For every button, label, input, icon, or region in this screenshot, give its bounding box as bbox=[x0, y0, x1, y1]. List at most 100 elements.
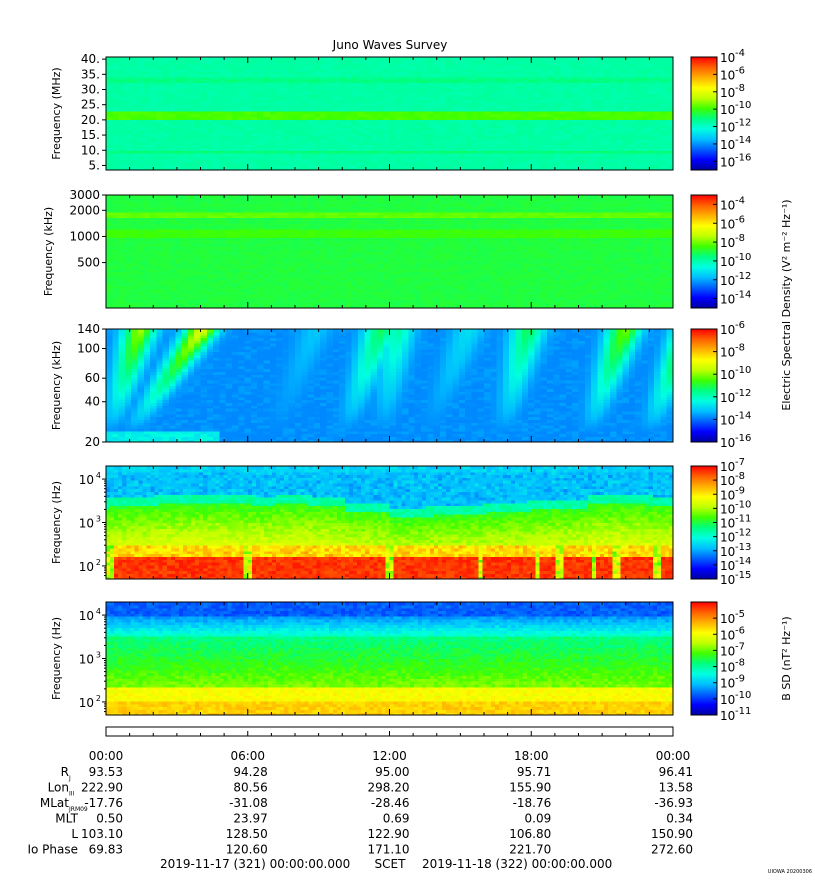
colorbar-tick-label: 10 bbox=[720, 86, 735, 100]
spectrogram-cell bbox=[314, 57, 321, 60]
colorbar-tick-label: 10 bbox=[720, 155, 735, 169]
spectrogram-cell bbox=[257, 57, 264, 60]
spectrogram-cell bbox=[295, 57, 302, 60]
spectrogram-cell bbox=[138, 57, 145, 60]
spectrogram-cell bbox=[465, 57, 472, 60]
y-tick-label: 15. bbox=[81, 128, 100, 142]
spectrogram-cell bbox=[282, 57, 289, 60]
y-tick-label: 40. bbox=[81, 52, 100, 66]
colorbar-tick-label: 10 bbox=[720, 68, 735, 82]
spectrogram-cell bbox=[484, 57, 491, 60]
spectrogram-cell bbox=[352, 57, 359, 60]
y-tick-label: 25. bbox=[81, 98, 100, 112]
spectrogram-cell bbox=[371, 57, 378, 60]
colorbar-tick-exponent: -16 bbox=[735, 152, 751, 163]
spectrogram-cell bbox=[509, 57, 516, 60]
spectrogram-cell bbox=[585, 57, 592, 60]
spectrogram-cell bbox=[182, 57, 189, 60]
colorbar-tick-exponent: -10 bbox=[735, 100, 751, 111]
colorbar-tick-exponent: -14 bbox=[735, 135, 751, 146]
spectrogram-cell bbox=[642, 57, 649, 60]
colorbar-tick-exponent: -8 bbox=[735, 83, 745, 94]
spectrogram-cell bbox=[238, 57, 245, 60]
spectrogram-cell bbox=[301, 57, 308, 60]
spectrogram-cell bbox=[144, 57, 151, 60]
chart-title: Juno Waves Survey bbox=[332, 38, 448, 52]
spectrogram-cell bbox=[516, 57, 523, 60]
spectrogram-cell bbox=[635, 57, 642, 60]
spectrogram-cell bbox=[459, 57, 466, 60]
spectrogram-cell bbox=[276, 57, 283, 60]
y-tick-label: 20. bbox=[81, 113, 100, 127]
spectrogram-cell bbox=[427, 57, 434, 60]
spectrogram-cell bbox=[440, 57, 447, 60]
spectrogram-cell bbox=[591, 57, 598, 60]
y-axis-label: Frequency (MHz) bbox=[50, 67, 63, 159]
spectrogram-cell bbox=[169, 57, 176, 60]
spectrogram-cell bbox=[522, 57, 529, 60]
spectrogram-cell bbox=[408, 57, 415, 60]
spectrogram-cell bbox=[534, 57, 541, 60]
spectrogram-cell bbox=[207, 57, 214, 60]
spectrogram-cell bbox=[112, 57, 119, 60]
spectrogram-cell bbox=[629, 57, 636, 60]
spectrogram-cell bbox=[364, 57, 371, 60]
spectrogram-cell bbox=[547, 57, 554, 60]
spectrogram-cell bbox=[453, 57, 460, 60]
spectrogram-cell bbox=[156, 57, 163, 60]
spectrogram-cell bbox=[119, 57, 126, 60]
spectrogram-cell bbox=[541, 57, 548, 60]
spectrogram-cell bbox=[377, 57, 384, 60]
spectrogram-cell bbox=[251, 57, 258, 60]
y-tick-label: 10. bbox=[81, 143, 100, 157]
spectrogram-cell bbox=[610, 57, 617, 60]
spectrogram-cell bbox=[131, 57, 138, 60]
spectrogram-cell bbox=[308, 57, 315, 60]
spectrogram-cell bbox=[648, 57, 655, 60]
spectrogram-cell bbox=[471, 57, 478, 60]
panels: 5.10.15.20.25.30. 35.40. Frequency (MHz) 10… bbox=[42, 48, 793, 736]
spectrogram-cell bbox=[566, 57, 573, 60]
spectrogram-panel-1: 5.10.15.20.25.30. 35.40. Frequency (MHz) 10… bbox=[50, 48, 751, 172]
spectrogram-cell bbox=[264, 57, 271, 60]
spectrogram-cell bbox=[327, 57, 334, 60]
spectrogram-cell bbox=[188, 57, 195, 60]
spectrogram-cell bbox=[579, 57, 586, 60]
spectrogram-cell bbox=[358, 57, 365, 60]
spectrogram-cell bbox=[232, 57, 239, 60]
y-tick-label: 30. bbox=[81, 83, 100, 97]
spectrogram-cell bbox=[390, 57, 397, 60]
spectrogram-cell bbox=[175, 57, 182, 60]
spectrogram-cell bbox=[560, 57, 567, 60]
spectrogram-cell bbox=[421, 57, 428, 60]
colorbar-tick-exponent: -12 bbox=[735, 118, 751, 129]
spectrogram-cells bbox=[106, 195, 674, 309]
spectrogram-cell bbox=[597, 57, 604, 60]
colorbar-tick-label: 10 bbox=[720, 103, 735, 117]
spectrogram-cell bbox=[345, 57, 352, 60]
y-tick-label: 5. bbox=[89, 158, 100, 172]
spectrogram-cell bbox=[604, 57, 611, 60]
colorbar-tick-exponent: -4 bbox=[735, 48, 745, 59]
spectrogram-cell bbox=[333, 57, 340, 60]
spectrogram-cell bbox=[125, 57, 132, 60]
colorbar-tick-label: 10 bbox=[720, 138, 735, 152]
colorbar-tick-label: 10 bbox=[720, 121, 735, 135]
colorbar-tick-exponent: -6 bbox=[735, 65, 745, 76]
colorbar-1: 10-410-610-810-1010-1210-1410-16 bbox=[691, 48, 751, 170]
spectrogram-cell bbox=[654, 57, 661, 60]
spectrogram-cell bbox=[490, 57, 497, 60]
colorbar-tick-label: 10 bbox=[720, 51, 735, 65]
spectrogram-cell bbox=[213, 57, 220, 60]
spectrogram-cell bbox=[226, 57, 233, 60]
spectrogram-cell bbox=[163, 57, 170, 60]
spectrogram-cell bbox=[270, 57, 277, 60]
spectrogram-cell bbox=[660, 57, 667, 60]
spectrogram-cell bbox=[503, 57, 510, 60]
spectrogram-cell bbox=[553, 57, 560, 60]
spectrogram-cell bbox=[201, 57, 208, 60]
spectrogram-cells bbox=[106, 57, 674, 171]
y-tick-label: 35. bbox=[81, 67, 100, 81]
spectrogram-cell bbox=[415, 57, 422, 60]
